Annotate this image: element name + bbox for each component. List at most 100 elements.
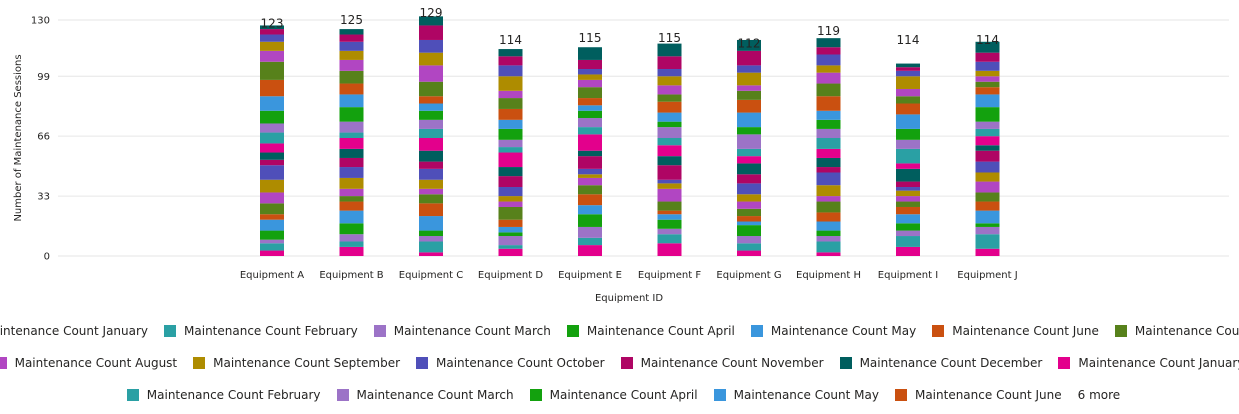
bar-segment[interactable] bbox=[737, 194, 761, 202]
bar-segment[interactable] bbox=[657, 188, 682, 202]
bar-segment[interactable] bbox=[498, 196, 523, 202]
legend-item[interactable]: Maintenance Count June bbox=[932, 324, 1099, 338]
bar-segment[interactable] bbox=[339, 107, 364, 122]
legend-item[interactable]: Maintenance Count January bbox=[1058, 356, 1239, 370]
bar-segment[interactable] bbox=[896, 114, 920, 129]
bar-segment[interactable] bbox=[896, 190, 920, 197]
bar-segment[interactable] bbox=[578, 185, 602, 195]
bar-segment[interactable] bbox=[657, 201, 682, 211]
bar-segment[interactable] bbox=[737, 216, 761, 222]
bar-segment[interactable] bbox=[816, 157, 841, 168]
bar-segment[interactable] bbox=[816, 128, 841, 138]
bar-segment[interactable] bbox=[578, 47, 602, 60]
bar-segment[interactable] bbox=[816, 196, 841, 202]
legend-item[interactable]: Maintenance Count February bbox=[164, 324, 358, 338]
bar-segment[interactable] bbox=[816, 96, 841, 111]
bar-segment[interactable] bbox=[896, 103, 920, 115]
bar-segment[interactable] bbox=[419, 65, 443, 82]
bar-segment[interactable] bbox=[975, 61, 1000, 71]
bar-segment[interactable] bbox=[498, 98, 523, 109]
bar-segment[interactable] bbox=[737, 221, 761, 226]
bar-segment[interactable] bbox=[578, 156, 602, 169]
bar-segment[interactable] bbox=[578, 127, 602, 135]
bar-segment[interactable] bbox=[737, 134, 761, 149]
bar-segment[interactable] bbox=[260, 250, 284, 256]
bar-segment[interactable] bbox=[816, 83, 841, 97]
bar-segment[interactable] bbox=[657, 210, 682, 215]
bar-segment[interactable] bbox=[737, 174, 761, 184]
bar-segment[interactable] bbox=[260, 50, 284, 62]
bar-segment[interactable] bbox=[975, 52, 1000, 62]
bar-segment[interactable] bbox=[578, 237, 602, 246]
legend-item[interactable]: Maintenance Count April bbox=[566, 324, 735, 338]
bar-segment[interactable] bbox=[260, 243, 284, 251]
bar-segment[interactable] bbox=[975, 81, 1000, 88]
bar-segment[interactable] bbox=[339, 188, 364, 197]
bar-segment[interactable] bbox=[737, 236, 761, 244]
bar-segment[interactable] bbox=[419, 179, 443, 189]
bar-segment[interactable] bbox=[896, 236, 920, 247]
bar-segment[interactable] bbox=[975, 223, 1000, 227]
bar-segment[interactable] bbox=[657, 43, 682, 57]
bar-segment[interactable] bbox=[737, 39, 761, 51]
bar-segment[interactable] bbox=[339, 148, 364, 158]
bar-segment[interactable] bbox=[578, 110, 602, 119]
bar-segment[interactable] bbox=[657, 165, 682, 180]
bar-segment[interactable] bbox=[657, 138, 682, 146]
bar-segment[interactable] bbox=[498, 236, 523, 246]
bar-segment[interactable] bbox=[896, 230, 920, 237]
bar-segment[interactable] bbox=[498, 128, 523, 140]
bar-segment[interactable] bbox=[737, 243, 761, 251]
bar-segment[interactable] bbox=[419, 39, 443, 53]
bar-segment[interactable] bbox=[657, 234, 682, 244]
bar-segment[interactable] bbox=[737, 148, 761, 157]
bar-segment[interactable] bbox=[578, 59, 602, 70]
bar-segment[interactable] bbox=[737, 156, 761, 164]
bar-segment[interactable] bbox=[339, 157, 364, 168]
bar-segment[interactable] bbox=[737, 183, 761, 195]
bar-segment[interactable] bbox=[339, 138, 364, 149]
bar-segment[interactable] bbox=[419, 52, 443, 66]
bar-segment[interactable] bbox=[816, 119, 841, 129]
bar-segment[interactable] bbox=[737, 250, 761, 256]
bar-segment[interactable] bbox=[339, 241, 364, 247]
bar-segment[interactable] bbox=[419, 150, 443, 162]
bar-segment[interactable] bbox=[498, 49, 523, 57]
bar-segment[interactable] bbox=[419, 241, 443, 253]
bar-segment[interactable] bbox=[578, 150, 602, 157]
bar-segment[interactable] bbox=[419, 236, 443, 242]
bar-segment[interactable] bbox=[419, 194, 443, 204]
bar-segment[interactable] bbox=[975, 41, 1000, 53]
bar-segment[interactable] bbox=[339, 83, 364, 95]
legend-item[interactable]: Maintenance Count August bbox=[0, 356, 177, 370]
bar-segment[interactable] bbox=[975, 94, 1000, 108]
bar-segment[interactable] bbox=[737, 65, 761, 73]
bar-segment[interactable] bbox=[975, 161, 1000, 173]
bar-segment[interactable] bbox=[737, 201, 761, 209]
bar-segment[interactable] bbox=[578, 74, 602, 80]
bar-segment[interactable] bbox=[578, 194, 602, 206]
bar-segment[interactable] bbox=[657, 76, 682, 86]
bar-segment[interactable] bbox=[260, 110, 284, 124]
bar-segment[interactable] bbox=[578, 214, 602, 227]
bar-segment[interactable] bbox=[896, 88, 920, 97]
bar-segment[interactable] bbox=[975, 201, 1000, 211]
bar-segment[interactable] bbox=[419, 252, 443, 256]
bar-segment[interactable] bbox=[419, 25, 443, 40]
bar-segment[interactable] bbox=[419, 103, 443, 111]
bar-segment[interactable] bbox=[896, 206, 920, 215]
bar-segment[interactable] bbox=[260, 203, 284, 215]
bar-segment[interactable] bbox=[339, 210, 364, 224]
bar-segment[interactable] bbox=[498, 248, 523, 256]
bar-segment[interactable] bbox=[975, 234, 1000, 249]
bar-segment[interactable] bbox=[816, 38, 841, 48]
bar-segment[interactable] bbox=[975, 136, 1000, 146]
bar-segment[interactable] bbox=[419, 230, 443, 237]
legend-more-button[interactable]: 6 more bbox=[1077, 388, 1121, 402]
bar-segment[interactable] bbox=[498, 90, 523, 99]
bar-segment[interactable] bbox=[498, 226, 523, 233]
bar-segment[interactable] bbox=[339, 50, 364, 60]
bar-segment[interactable] bbox=[896, 187, 920, 191]
bar-segment[interactable] bbox=[498, 176, 523, 188]
bar-segment[interactable] bbox=[657, 156, 682, 166]
